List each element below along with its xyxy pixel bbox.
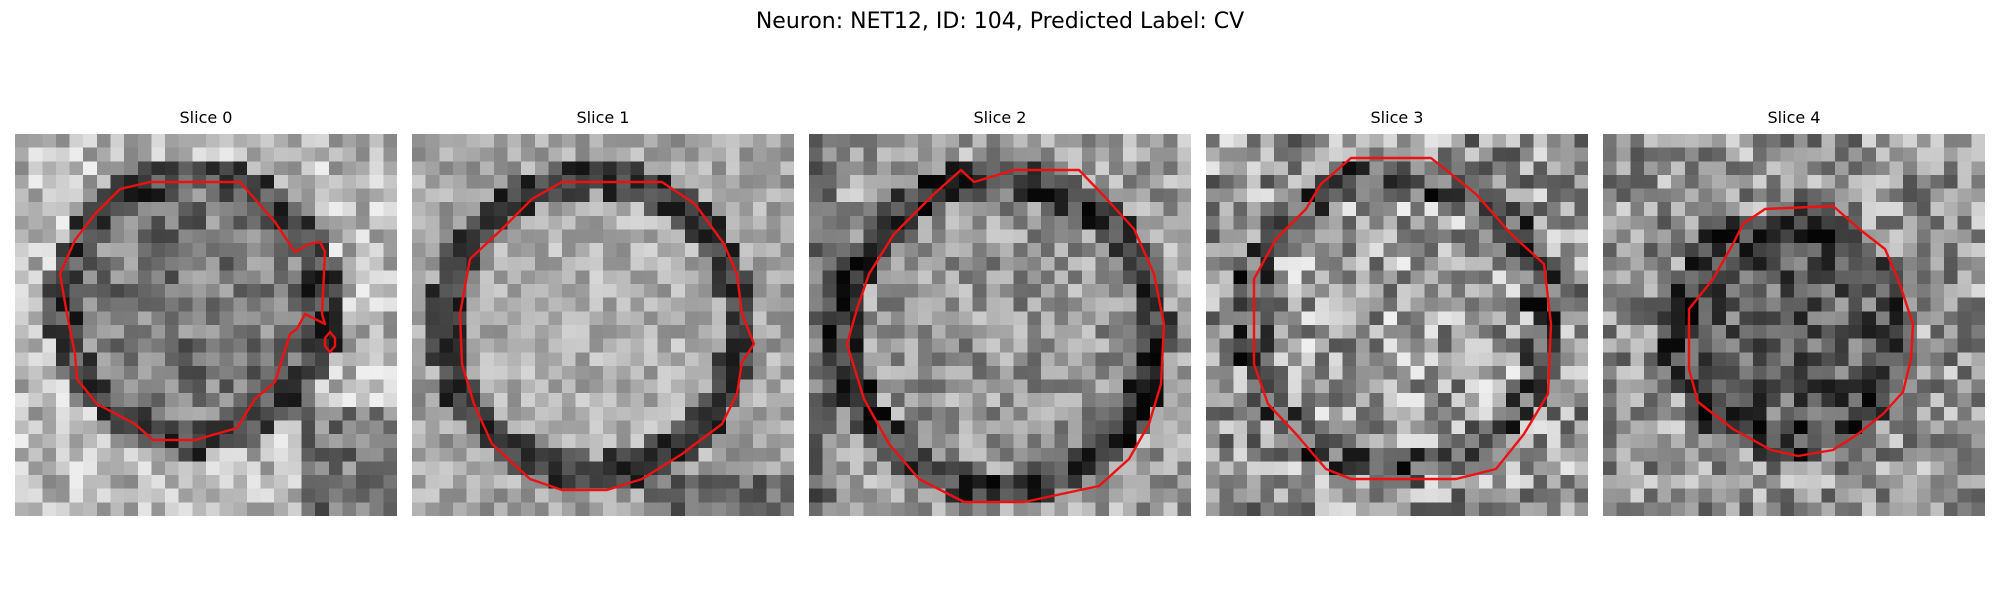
slice-image-2 bbox=[809, 134, 1191, 516]
slice-panel-2: Slice 2 bbox=[809, 108, 1191, 516]
slice-title-1: Slice 1 bbox=[576, 108, 630, 127]
slice-image-3 bbox=[1206, 134, 1588, 516]
contour-4 bbox=[1687, 204, 1915, 458]
slice-title-2: Slice 2 bbox=[973, 108, 1027, 127]
slice-panel-3: Slice 3 bbox=[1206, 108, 1588, 516]
slice-panel-1: Slice 1 bbox=[412, 108, 794, 516]
contour-0b bbox=[323, 330, 337, 354]
slice-panel-0: Slice 0 bbox=[15, 108, 397, 516]
slice-panel-4: Slice 4 bbox=[1603, 108, 1985, 516]
contour-3 bbox=[1252, 156, 1553, 481]
slice-image-4 bbox=[1603, 134, 1985, 516]
contour-2 bbox=[845, 168, 1166, 504]
slice-title-3: Slice 3 bbox=[1370, 108, 1424, 127]
figure-title: Neuron: NET12, ID: 104, Predicted Label:… bbox=[755, 9, 1245, 34]
slice-title-4: Slice 4 bbox=[1767, 108, 1821, 127]
contour-1 bbox=[458, 180, 756, 492]
slice-image-0 bbox=[15, 134, 397, 516]
slice-title-0: Slice 0 bbox=[179, 108, 233, 127]
slice-image-1 bbox=[412, 134, 794, 516]
contour-0 bbox=[58, 180, 327, 442]
